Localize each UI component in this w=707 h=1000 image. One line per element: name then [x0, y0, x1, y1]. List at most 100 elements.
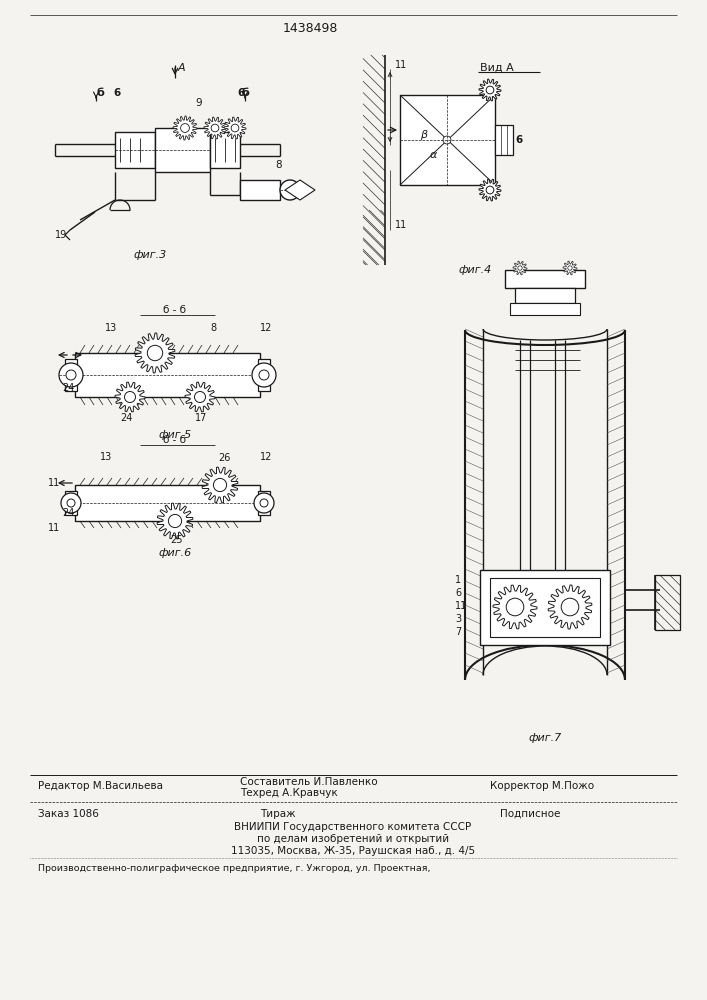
Bar	[655, 575, 680, 630]
Circle shape	[443, 136, 451, 144]
Polygon shape	[563, 261, 577, 275]
Text: ВНИИПИ Государственного комитета СССР: ВНИИПИ Государственного комитета СССР	[235, 822, 472, 832]
Circle shape	[486, 186, 494, 194]
Text: 1: 1	[455, 575, 461, 585]
Circle shape	[561, 598, 579, 616]
Bar	[258, 491, 270, 515]
Circle shape	[506, 598, 524, 616]
Text: фиг.5: фиг.5	[158, 430, 192, 440]
Text: 24: 24	[62, 383, 74, 393]
Text: β: β	[420, 130, 427, 140]
Bar	[400, 95, 495, 185]
Polygon shape	[115, 382, 145, 412]
Bar	[480, 570, 610, 645]
Text: 6: 6	[515, 135, 522, 145]
Text: Редактор М.Васильева: Редактор М.Васильева	[38, 781, 163, 791]
Text: б - б: б - б	[163, 305, 187, 315]
Bar	[515, 288, 575, 303]
Bar	[115, 132, 155, 168]
Text: 11: 11	[48, 523, 60, 533]
Text: α: α	[430, 150, 438, 160]
Text: 11: 11	[395, 220, 407, 230]
Bar	[490, 578, 600, 637]
Circle shape	[231, 124, 239, 132]
Text: 113035, Москва, Ж-35, Раушская наб., д. 4/5: 113035, Москва, Ж-35, Раушская наб., д. …	[231, 846, 475, 856]
Text: 24: 24	[62, 508, 74, 518]
Text: б - б: б - б	[163, 435, 187, 445]
Text: по делам изобретений и открытий: по делам изобретений и открытий	[257, 834, 449, 844]
Bar	[155, 128, 210, 172]
Text: 17: 17	[195, 413, 207, 423]
Circle shape	[260, 499, 268, 507]
Polygon shape	[513, 261, 527, 275]
Circle shape	[252, 363, 276, 387]
Polygon shape	[173, 116, 197, 140]
Text: 6: 6	[455, 588, 461, 598]
Polygon shape	[285, 180, 315, 200]
Text: 3: 3	[455, 614, 461, 624]
Text: фиг.4: фиг.4	[458, 265, 491, 275]
Text: 8: 8	[210, 323, 216, 333]
Text: 12: 12	[260, 452, 272, 462]
Text: Производственно-полиграфическое предприятие, г. Ужгород, ул. Проектная,: Производственно-полиграфическое предприя…	[38, 864, 431, 873]
Circle shape	[254, 493, 274, 513]
Polygon shape	[548, 585, 592, 629]
Text: 6: 6	[237, 88, 244, 98]
Text: 13: 13	[100, 452, 112, 462]
Text: 11: 11	[455, 601, 467, 611]
Text: 13: 13	[105, 323, 117, 333]
Text: 7: 7	[455, 627, 461, 637]
Polygon shape	[479, 79, 501, 101]
Text: Подписное: Подписное	[500, 809, 561, 819]
Text: 6: 6	[113, 88, 120, 98]
Text: 8: 8	[275, 160, 281, 170]
Circle shape	[66, 370, 76, 380]
Bar	[363, 55, 385, 265]
Circle shape	[211, 124, 219, 132]
Text: 24: 24	[120, 413, 132, 423]
Text: 25: 25	[170, 535, 182, 545]
Circle shape	[259, 370, 269, 380]
Polygon shape	[135, 333, 175, 373]
Circle shape	[61, 493, 81, 513]
Circle shape	[59, 363, 83, 387]
Circle shape	[124, 391, 136, 402]
Circle shape	[280, 180, 300, 200]
Text: Техред А.Кравчук: Техред А.Кравчук	[240, 788, 338, 798]
Text: б: б	[241, 88, 249, 98]
Polygon shape	[185, 382, 215, 412]
Text: A: A	[178, 63, 186, 73]
Text: 9: 9	[195, 98, 201, 108]
Text: фиг.3: фиг.3	[134, 250, 167, 260]
Text: 11: 11	[48, 478, 60, 488]
Circle shape	[518, 266, 522, 270]
Text: Составитель И.Павленко: Составитель И.Павленко	[240, 777, 378, 787]
Text: б: б	[96, 88, 104, 98]
Bar	[495, 125, 513, 155]
Bar	[210, 132, 240, 168]
Polygon shape	[224, 117, 246, 139]
Polygon shape	[204, 117, 226, 139]
Circle shape	[168, 514, 182, 528]
Polygon shape	[202, 467, 238, 503]
Circle shape	[214, 478, 227, 492]
Circle shape	[180, 124, 189, 132]
Bar	[65, 359, 77, 391]
Bar	[240, 180, 280, 200]
Circle shape	[486, 86, 494, 94]
Bar	[510, 303, 580, 315]
Bar	[505, 270, 585, 288]
Polygon shape	[157, 503, 193, 539]
Bar	[655, 575, 680, 630]
Polygon shape	[479, 179, 501, 201]
Text: 26: 26	[218, 453, 230, 463]
Text: 11: 11	[395, 60, 407, 70]
Bar	[75, 485, 260, 521]
Polygon shape	[493, 585, 537, 629]
Circle shape	[568, 266, 572, 270]
Bar	[363, 210, 385, 265]
Bar	[65, 491, 77, 515]
Text: Тираж: Тираж	[260, 809, 296, 819]
Text: Заказ 1086: Заказ 1086	[38, 809, 99, 819]
Bar	[75, 353, 260, 397]
